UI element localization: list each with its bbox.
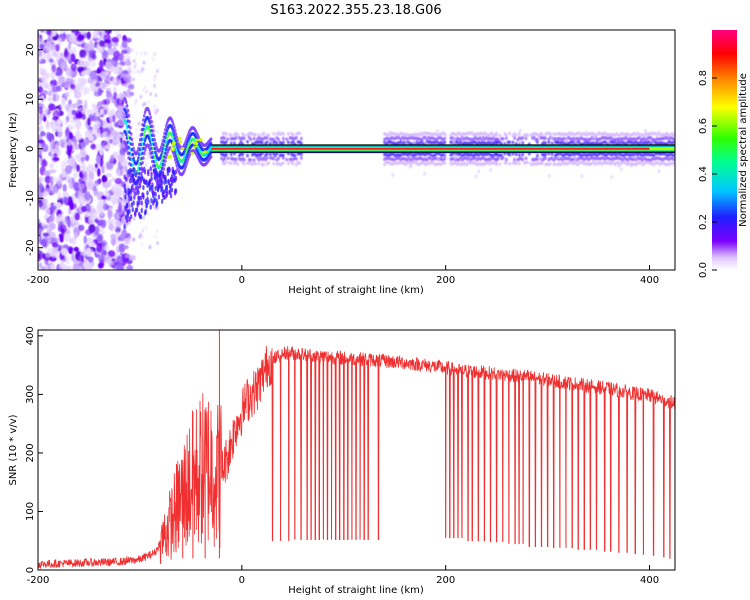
- spectrogram-heatmap: [38, 30, 675, 270]
- spectrogram-sidebands: [220, 128, 675, 180]
- spectrogram-x-tick-label: 400: [640, 275, 659, 286]
- colorbar: 0.0 0.2 0.4 0.6 0.8 Normalized spectral ampl…: [698, 30, 749, 278]
- snr-x-ticks: -200 0 200 400: [27, 565, 659, 586]
- snr-x-tick-label: 0: [239, 575, 245, 586]
- colorbar-tick-label: 0.2: [698, 214, 709, 230]
- snr-plot-area: [38, 330, 675, 570]
- spectrogram-x-tick-label: 0: [239, 275, 245, 286]
- spectrogram-noise-region: [38, 30, 160, 270]
- snr-y-tick-label: 100: [25, 502, 36, 521]
- spectrogram-carrier-band: [211, 144, 675, 154]
- spectrogram-y-tick-label: 0: [25, 146, 36, 152]
- spectrogram-y-ticks: -20 -10 0 10 20: [25, 43, 43, 256]
- snr-y-label: SNR (10 * v/v): [8, 414, 19, 485]
- snr-y-ticks: 0 100 200 300 400: [25, 326, 43, 573]
- snr-y-tick-label: 400: [25, 326, 36, 345]
- spectrogram-y-tick-label: -20: [25, 240, 36, 256]
- spectrogram-x-label: Height of straight line (km): [288, 285, 424, 296]
- colorbar-tick-label: 0.0: [698, 262, 709, 278]
- spectrogram-x-ticks: -200 0 200 400: [27, 265, 659, 286]
- colorbar-tick-label: 0.4: [698, 166, 709, 182]
- snr-y-tick-label: 200: [25, 443, 36, 462]
- colorbar-tick-label: 0.6: [698, 118, 709, 134]
- snr-x-tick-label: 400: [640, 575, 659, 586]
- snr-y-tick-label: 0: [25, 567, 36, 573]
- snr-y-tick-label: 300: [25, 385, 36, 404]
- chart-title: S163.2022.355.23.18.G06: [270, 3, 441, 18]
- colorbar-label: Normalized spectral amplitude: [738, 73, 749, 227]
- snr-panel: -200 0 200 400 0 100 200 300 400 Height of stra…: [8, 326, 676, 596]
- colorbar-gradient: [712, 30, 737, 270]
- snr-frame: [37, 329, 676, 571]
- colorbar-tick-label: 0.8: [698, 70, 709, 86]
- spectrogram-y-tick-label: 20: [25, 43, 36, 56]
- spectrogram-y-label: Frequency (Hz): [8, 112, 19, 188]
- snr-x-tick-label: 200: [436, 575, 455, 586]
- snr-x-label: Height of straight line (km): [288, 585, 424, 596]
- spectrogram-frame: [37, 29, 676, 271]
- snr-x-tick-label: -200: [27, 575, 50, 586]
- spectrogram-x-tick-label: -200: [27, 275, 50, 286]
- spectrogram-y-tick-label: -10: [25, 190, 36, 206]
- spectrogram-x-tick-label: 200: [436, 275, 455, 286]
- spectrogram-oscillation-region: [123, 96, 213, 230]
- colorbar-ticks: 0.0 0.2 0.4 0.6 0.8: [698, 70, 717, 278]
- spectrogram-y-tick-label: 10: [25, 93, 36, 106]
- spectrogram-panel: -200 0 200 400 -20 -10 0 10 20 Height of straig…: [8, 29, 676, 296]
